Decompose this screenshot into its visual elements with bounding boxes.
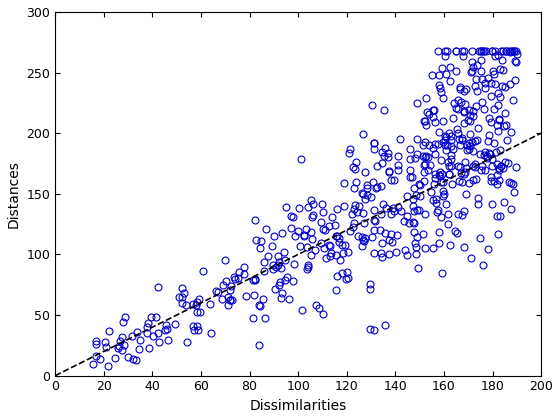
Y-axis label: Distances: Distances: [7, 160, 21, 228]
X-axis label: Dissimilarities: Dissimilarities: [250, 399, 347, 413]
